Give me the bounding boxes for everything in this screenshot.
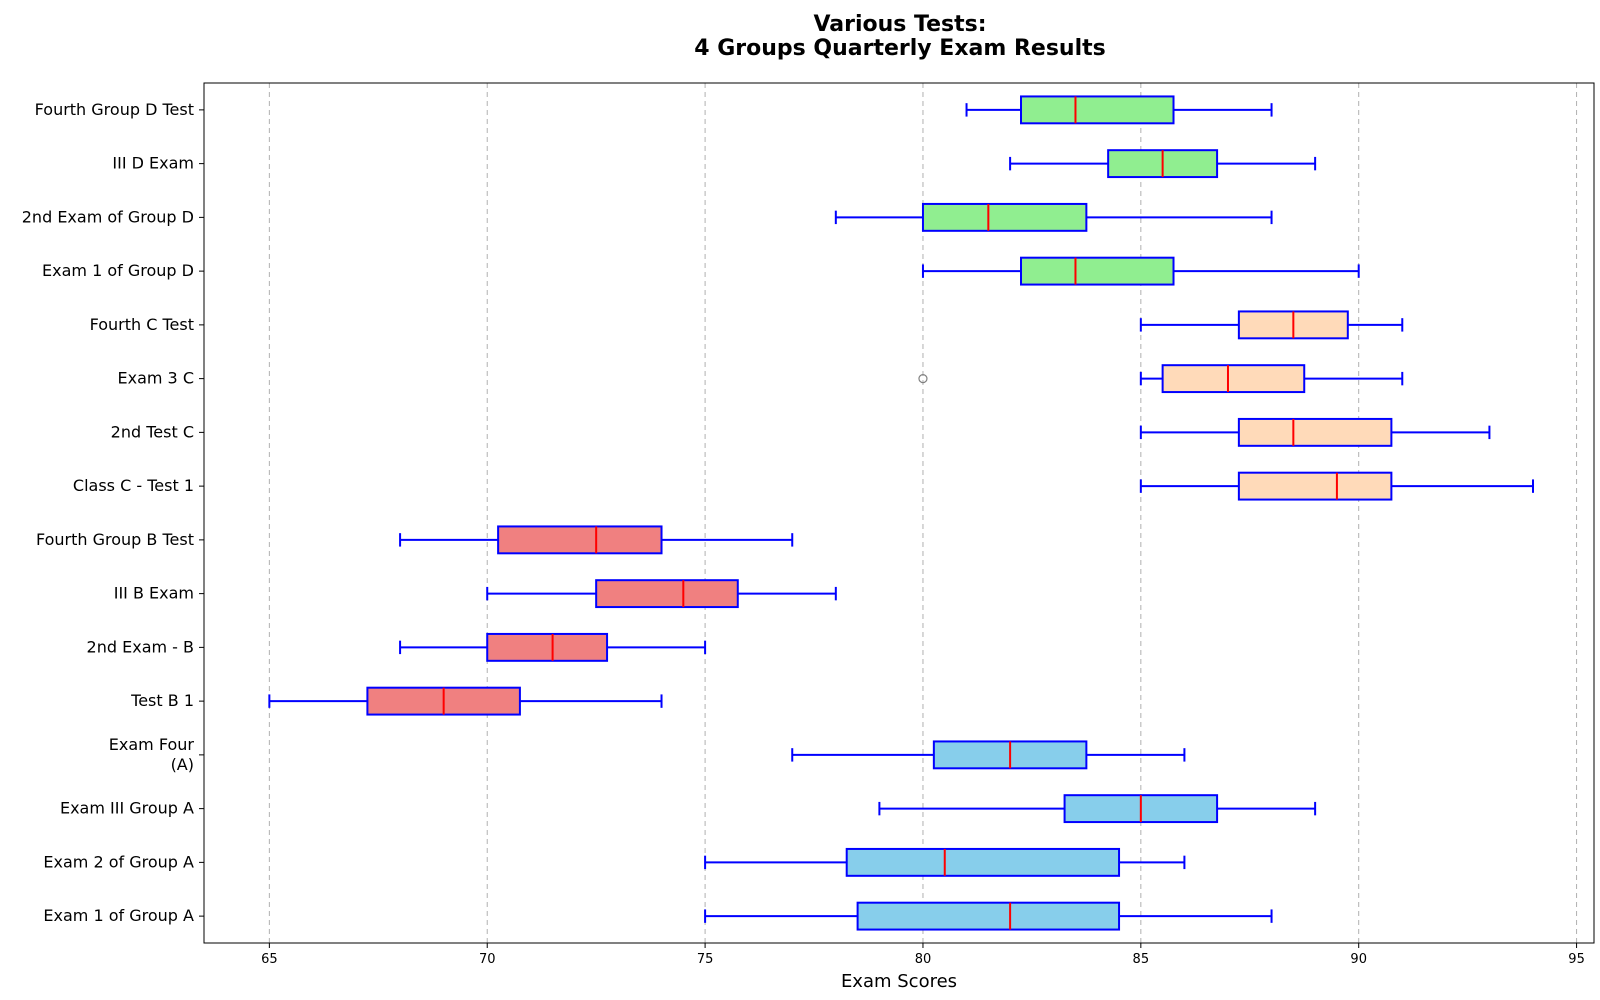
y-tick-label-line: III D Exam <box>112 154 194 173</box>
box-group <box>1139 310 1404 340</box>
x-axis-ticks: 65 70 75 80 85 90 95 <box>261 943 1585 967</box>
box-group <box>878 794 1317 824</box>
y-tick-label-line: Test B 1 <box>130 691 194 710</box>
x-tick-label: 85 <box>1133 952 1150 967</box>
y-tick-label-line: Fourth C Test <box>90 315 194 334</box>
y-tick-label-line: III B Exam <box>114 584 194 603</box>
x-tick-label: 75 <box>697 952 714 967</box>
y-tick-label: Fourth Group D Test <box>35 100 194 119</box>
box-group <box>918 364 1404 394</box>
x-tick-label: 90 <box>1350 952 1367 967</box>
iqr-box <box>921 202 1088 232</box>
y-tick-label-line: 2nd Exam of Group D <box>22 207 194 226</box>
y-tick-label: Exam Four (A) <box>109 735 195 774</box>
x-tick-label: 80 <box>915 952 932 967</box>
x-tick-label: 70 <box>479 952 496 967</box>
box-group <box>704 901 1273 931</box>
box-group <box>268 686 663 716</box>
x-axis-label: Exam Scores <box>841 971 957 992</box>
y-tick-label: Fourth Group B Test <box>36 530 194 549</box>
box-group <box>1139 417 1491 447</box>
y-tick-label: 2nd Exam of Group D <box>22 207 194 226</box>
y-tick-label: Test B 1 <box>130 691 194 710</box>
iqr-box <box>1237 417 1393 447</box>
y-tick-label: Exam 2 of Group A <box>43 852 194 871</box>
box-group <box>704 847 1186 877</box>
y-tick-label: Exam 3 C <box>118 369 195 388</box>
box-group <box>791 740 1186 770</box>
y-tick-label: 2nd Test C <box>111 422 194 441</box>
iqr-box <box>1020 256 1175 286</box>
iqr-box <box>856 901 1121 931</box>
iqr-box <box>1020 95 1175 125</box>
box-group <box>399 632 707 662</box>
y-tick-label-line: Exam 2 of Group A <box>43 852 194 871</box>
y-axis-ticks: Exam 1 of Group A Exam 2 of Group A Exam I… <box>22 100 204 925</box>
y-tick-label: 2nd Exam - B <box>87 637 194 656</box>
y-tick-label-line: Exam 1 of Group D <box>42 261 194 280</box>
y-tick-label: Fourth C Test <box>90 315 194 334</box>
chart-title-line-2: 4 Groups Quarterly Exam Results <box>694 36 1105 61</box>
chart-title-line-1: Various Tests: <box>813 12 986 37</box>
box-group <box>399 525 794 555</box>
iqr-box <box>497 525 663 555</box>
y-tick-label-line: Fourth Group B Test <box>36 530 194 549</box>
y-tick-label: Exam III Group A <box>60 799 194 818</box>
y-tick-label-line: Exam 3 C <box>118 369 195 388</box>
outlier-point <box>918 374 928 384</box>
iqr-box <box>845 847 1121 877</box>
box-group <box>486 579 837 609</box>
y-tick-label-line: Exam 1 of Group A <box>43 906 194 925</box>
y-tick-label-line: Class C - Test 1 <box>73 476 194 495</box>
y-tick-label-line: Fourth Group D Test <box>35 100 194 119</box>
y-tick-label: Exam 1 of Group A <box>43 906 194 925</box>
box-group <box>921 256 1360 286</box>
iqr-box <box>1237 471 1393 501</box>
plot-area-frame <box>203 82 1595 944</box>
box-group <box>965 95 1273 125</box>
box-group <box>1139 471 1534 501</box>
iqr-box <box>486 632 609 662</box>
y-tick-label-line: 2nd Test C <box>111 422 194 441</box>
y-tick-label-line: 2nd Exam - B <box>87 637 194 656</box>
iqr-box <box>1161 364 1306 394</box>
y-tick-label-line: Exam III Group A <box>60 799 194 818</box>
y-tick-label-line: Exam Four <box>109 735 195 754</box>
y-tick-label: Class C - Test 1 <box>73 476 194 495</box>
x-tick-label: 95 <box>1568 952 1585 967</box>
y-tick-label: Exam 1 of Group D <box>42 261 194 280</box>
boxes-layer <box>268 95 1534 931</box>
y-tick-label: III B Exam <box>114 584 194 603</box>
x-tick-label: 65 <box>261 952 278 967</box>
y-tick-label-line: (A) <box>171 755 194 774</box>
box-group <box>834 202 1273 232</box>
box-group <box>1009 149 1317 179</box>
y-tick-label: III D Exam <box>112 154 194 173</box>
iqr-box <box>595 579 739 609</box>
